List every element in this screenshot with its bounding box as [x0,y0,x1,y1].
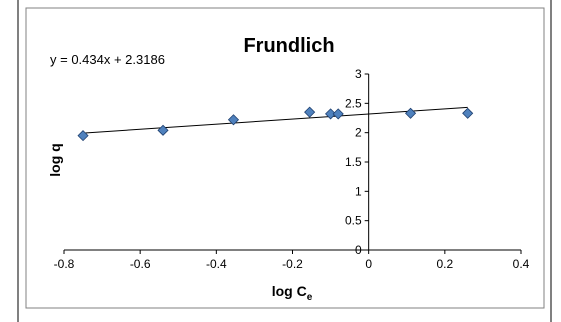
y-tick-label: 1 [355,184,362,198]
chart-frame [25,7,545,309]
data-point [304,106,316,118]
x-tick-label: -0.2 [282,257,303,271]
data-point [227,114,240,126]
data-points [77,106,474,142]
y-tick-label: 0.5 [345,214,362,228]
y-tick-label: 3 [355,67,362,81]
x-axis-label-subscript: e [307,292,313,303]
x-tick-label: -0.8 [54,257,75,271]
y-axis-label: log q [47,143,63,176]
y-tick-label: 2 [355,126,362,140]
x-tick-label: -0.6 [130,257,151,271]
y-tick-label: 2.5 [345,96,362,110]
data-point [332,108,344,120]
data-point [462,107,474,119]
chart-title: Frundlich [243,35,334,57]
data-point [404,107,417,119]
trendline-equation: y = 0.434x + 2.3186 [50,52,165,67]
trendline-group [83,106,468,134]
x-axis-label-main: log C [272,283,307,299]
y-tick-label: 1.5 [345,155,362,169]
x-tick-label: 0.2 [436,257,453,271]
y-axis-ticks: 0 0.5 1 1.5 2 2.5 3 [345,67,369,257]
x-axis-label: log Ce [272,283,313,303]
data-point [325,108,337,120]
x-tick-label: 0 [365,257,372,271]
y-tick-label: 0 [355,243,362,257]
trendline [83,106,468,134]
data-point [157,124,169,136]
x-tick-label: 0.4 [513,257,530,271]
data-point [77,130,89,142]
x-tick-label: -0.4 [206,257,227,271]
x-axis-ticks: -0.8 -0.6 -0.4 -0.2 0 0.2 0.4 [54,250,530,271]
